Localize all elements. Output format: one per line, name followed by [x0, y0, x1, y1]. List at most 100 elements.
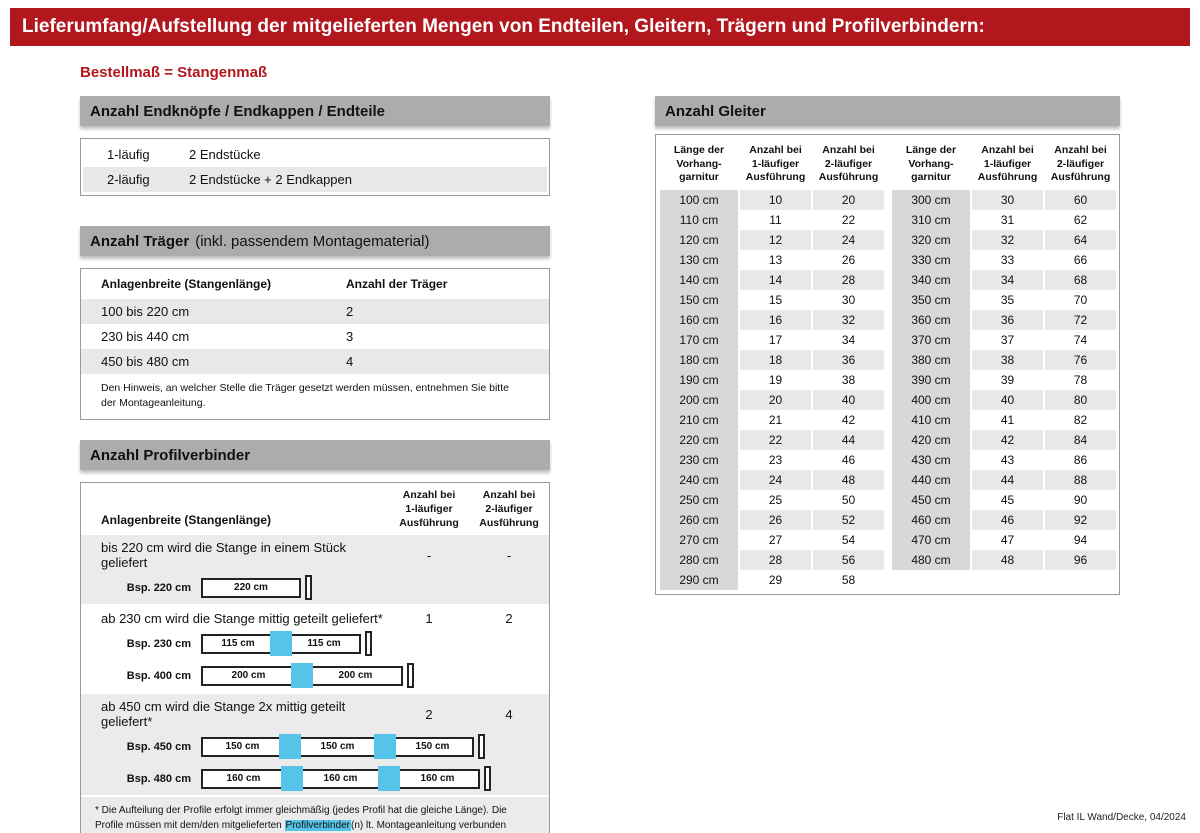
count-2-laeufig: 62: [1073, 212, 1088, 227]
column-header-length: Länge der Vorhang- garnitur: [673, 144, 725, 184]
config-label: 1-läufig: [107, 147, 150, 162]
profilverbinder-table: Anlagenbreite (Stangenlänge) Anzahl bei …: [80, 482, 550, 833]
gleiter-row: 410 cm 41 82: [892, 409, 1116, 430]
profile-connector: [291, 663, 313, 689]
rod-segment: 160 cm: [201, 768, 286, 789]
example-label: Bsp. 220 cm: [126, 581, 191, 594]
count-2-laeufig: 44: [813, 429, 884, 450]
traeger-heading: Anzahl Träger (inkl. passendem Montagema…: [80, 226, 550, 256]
count-1-laeufig: 41: [1000, 412, 1015, 427]
count-2-laeufig: 38: [841, 372, 856, 387]
count-2-laeufig: 86: [1073, 452, 1088, 467]
count-1-laeufig: 18: [740, 349, 811, 370]
gleiter-row: 340 cm 34 68: [892, 269, 1116, 290]
rod-example: Bsp. 220 cm 220 cm: [81, 572, 549, 604]
end-bracket-icon: [305, 575, 312, 601]
gleiter-row: 240 cm 24 48: [660, 469, 884, 490]
table-row: 1-läufig 2 Endstücke: [83, 142, 547, 167]
profilverbinder-title: Anzahl Profilverbinder: [90, 446, 251, 464]
gleiter-row: 250 cm 25 50: [660, 489, 884, 510]
rod-segment: 150 cm: [201, 736, 284, 757]
garnitur-length: 160 cm: [660, 309, 738, 330]
column-header-2-laeufig: Anzahl bei 2-läufiger Ausführung: [479, 489, 539, 529]
count-2-laeufig: 96: [1045, 549, 1116, 570]
rod-segments: 150 cm 150 cm 150 cm: [201, 734, 474, 760]
count-1-laeufig: 37: [1000, 332, 1015, 347]
traeger-title: Anzahl Träger: [90, 232, 190, 250]
count-2-laeufig: 78: [1073, 372, 1088, 387]
count-2-laeufig: 32: [813, 309, 884, 330]
count-2-laeufig: 54: [841, 532, 856, 547]
count-2-laeufig: 50: [841, 492, 856, 507]
count-2-laeufig: 68: [1045, 269, 1116, 290]
pv-section-heading-row: ab 230 cm wird die Stange mittig geteilt…: [81, 606, 549, 628]
gleiter-row: 420 cm 42 84: [892, 429, 1116, 450]
count-1-laeufig: 39: [1000, 372, 1015, 387]
gleiter-row: 400 cm 40 80: [892, 389, 1116, 410]
gleiter-row: 350 cm 35 70: [892, 289, 1116, 310]
rod-segment: 200 cm: [201, 665, 296, 686]
column-header-2-laeufig: Anzahl bei 2-läufiger Ausführung: [818, 144, 879, 184]
gleiter-row: 310 cm 31 62: [892, 209, 1116, 230]
count-1-laeufig: 15: [768, 292, 783, 307]
footnote-text: (n) lt. Montageanleitung verbunden werde…: [351, 819, 507, 831]
profile-connector: [281, 766, 303, 792]
garnitur-length: 460 cm: [892, 509, 970, 530]
garnitur-length: 150 cm: [660, 289, 738, 310]
column-header-length: Länge der Vorhang- garnitur: [905, 144, 957, 184]
traeger-table: Anlagenbreite (Stangenlänge) Anzahl der …: [80, 268, 550, 421]
traeger-table-header: Anlagenbreite (Stangenlänge) Anzahl der …: [81, 269, 549, 299]
gleiter-row: 390 cm 39 78: [892, 369, 1116, 390]
section-endteile: Anzahl Endknöpfe / Endkappen / Endteile …: [80, 96, 550, 196]
count-1-laeufig: 33: [1000, 252, 1015, 267]
count-2-laeufig: 40: [813, 389, 884, 410]
gleiter-heading: Anzahl Gleiter: [655, 96, 1120, 126]
pv-section-heading: bis 220 cm wird die Stange in einem Stüc…: [101, 540, 346, 571]
gleiter-row: 120 cm 12 24: [660, 229, 884, 250]
gleiter-row: 190 cm 19 38: [660, 369, 884, 390]
profilverbinder-heading: Anzahl Profilverbinder: [80, 440, 550, 471]
count-1-laeufig: 46: [972, 509, 1043, 530]
garnitur-length: 370 cm: [892, 329, 970, 350]
rod-segments: 220 cm: [201, 577, 301, 598]
garnitur-length: 480 cm: [892, 549, 970, 570]
garnitur-length: 270 cm: [660, 529, 738, 550]
rod-segment: 115 cm: [287, 633, 361, 654]
count-1-laeufig: -: [426, 547, 432, 563]
traeger-count: 2: [346, 304, 354, 319]
count-1-laeufig: 24: [740, 469, 811, 490]
end-bracket-icon: [484, 766, 491, 792]
config-value: 2 Endstücke + 2 Endkappen: [189, 172, 352, 187]
rod-example: Bsp. 480 cm 160 cm 160 cm: [81, 763, 549, 795]
example-label: Bsp. 450 cm: [126, 740, 191, 753]
pv-section-heading-row: bis 220 cm wird die Stange in einem Stüc…: [81, 535, 549, 572]
table-row: 230 bis 440 cm 3: [81, 324, 549, 349]
count-1-laeufig: 44: [972, 469, 1043, 490]
gleiter-row: 180 cm 18 36: [660, 349, 884, 370]
garnitur-length: 190 cm: [660, 369, 738, 390]
count-1-laeufig: 14: [740, 269, 811, 290]
garnitur-length: 280 cm: [660, 549, 738, 570]
end-bracket-icon: [478, 734, 485, 760]
count-2-laeufig: 82: [1073, 412, 1088, 427]
garnitur-length: 310 cm: [892, 209, 970, 230]
column-header-1-laeufig: Anzahl bei 1-läufiger Ausführung: [399, 489, 459, 529]
rod-segments: 115 cm 115 cm: [201, 631, 361, 657]
traeger-count: 3: [346, 329, 354, 344]
gleiter-row: 220 cm 22 44: [660, 429, 884, 450]
table-row: 450 bis 480 cm 4: [81, 349, 549, 374]
count-2-laeufig: 72: [1045, 309, 1116, 330]
count-2-laeufig: 90: [1073, 492, 1088, 507]
count-1-laeufig: 11: [769, 212, 782, 227]
order-measure-note: Bestellmaß = Stangenmaß: [80, 64, 268, 81]
count-2-laeufig: 84: [1045, 429, 1116, 450]
garnitur-length: 450 cm: [892, 489, 970, 510]
count-1-laeufig: 2: [425, 706, 433, 722]
count-1-laeufig: 48: [972, 549, 1043, 570]
gleiter-row: 170 cm 17 34: [660, 329, 884, 350]
garnitur-length: 250 cm: [660, 489, 738, 510]
count-2-laeufig: 74: [1073, 332, 1088, 347]
rod-segment: 150 cm: [391, 736, 474, 757]
example-label: Bsp. 400 cm: [126, 669, 191, 682]
garnitur-length: 120 cm: [660, 229, 738, 250]
